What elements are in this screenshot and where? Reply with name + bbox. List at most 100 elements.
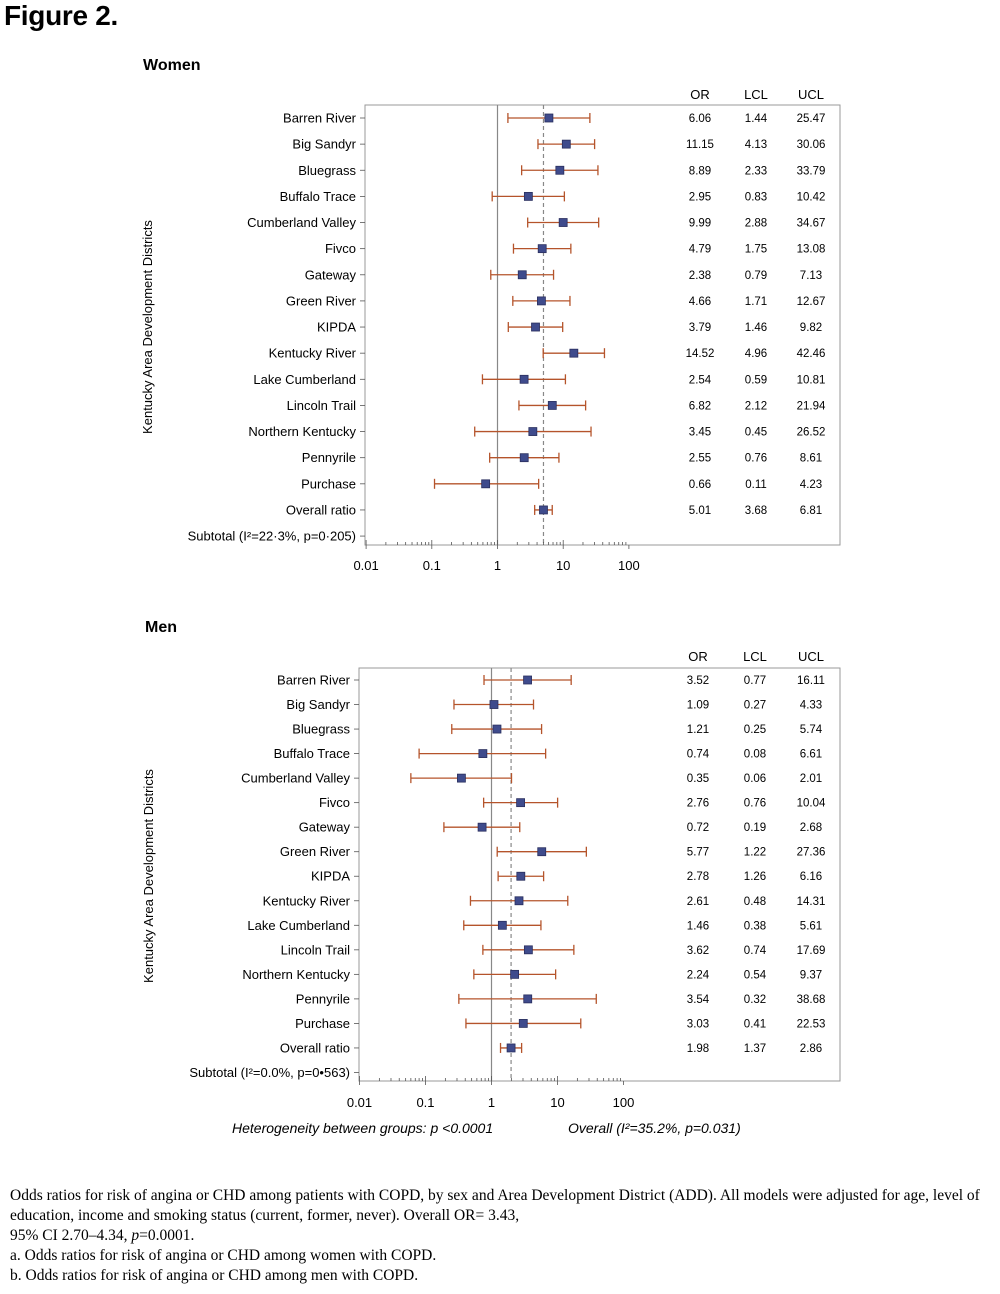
row-label: Green River — [280, 844, 351, 859]
column-header-ucl: UCL — [798, 87, 824, 102]
row-label: Buffalo Trace — [280, 189, 356, 204]
lcl-value: 0.54 — [744, 969, 767, 981]
ucl-value: 5.61 — [800, 920, 822, 932]
or-value: 0.72 — [687, 822, 709, 834]
or-marker — [561, 139, 571, 149]
row-label: Lincoln Trail — [281, 942, 350, 957]
or-value: 3.52 — [687, 675, 709, 687]
plot-frame — [358, 667, 841, 1082]
ucl-value: 10.42 — [797, 191, 826, 203]
or-marker — [537, 847, 547, 857]
row-label: Northern Kentucky — [248, 424, 356, 439]
caption-p-symbol: p — [131, 1227, 140, 1244]
or-value: 2.55 — [689, 453, 711, 465]
lcl-value: 2.88 — [745, 218, 767, 230]
column-header-lcl: LCL — [744, 87, 768, 102]
or-marker — [555, 165, 565, 175]
or-marker — [519, 374, 529, 384]
or-marker — [537, 296, 546, 306]
caption-note-a: a. Odds ratios for risk of angina or CHD… — [10, 1247, 437, 1264]
or-value: 0.74 — [687, 749, 710, 761]
row-label: Cumberland Valley — [247, 215, 356, 230]
lcl-value: 0.48 — [744, 896, 766, 908]
ucl-value: 2.86 — [800, 1043, 822, 1055]
or-value: 6.06 — [689, 113, 711, 125]
or-value: 3.54 — [687, 994, 710, 1006]
caption-line2: 95% CI 2.70–4.34, p=0.0001. — [10, 1226, 985, 1246]
ucl-value: 10.04 — [797, 798, 826, 810]
ucl-value: 6.61 — [800, 749, 822, 761]
or-value: 4.66 — [689, 296, 711, 308]
or-value: 2.38 — [689, 270, 711, 282]
lcl-value: 0.06 — [744, 773, 766, 785]
or-marker — [478, 749, 488, 758]
or-value: 11.15 — [686, 139, 714, 151]
ucl-value: 30.06 — [797, 139, 826, 151]
or-marker — [523, 994, 533, 1004]
row-label: Barren River — [283, 111, 357, 126]
or-value: 1.98 — [687, 1043, 709, 1055]
row-label: Fivco — [319, 795, 350, 810]
row-label: Purchase — [301, 476, 356, 491]
or-marker — [547, 401, 557, 410]
ucl-value: 34.67 — [797, 218, 826, 230]
ucl-value: 22.53 — [797, 1018, 826, 1030]
ucl-value: 10.81 — [797, 374, 826, 386]
row-label: Lake Cumberland — [253, 372, 356, 387]
x-tick-label: 100 — [613, 1095, 635, 1110]
column-header-or: OR — [688, 649, 708, 664]
or-marker — [514, 896, 524, 906]
lcl-value: 0.76 — [745, 453, 767, 465]
caption-note-b: b. Odds ratios for risk of angina or CHD… — [10, 1267, 419, 1284]
x-tick-label: 0.01 — [353, 558, 378, 573]
or-value: 0.66 — [689, 479, 711, 491]
figure-caption: Odds ratios for risk of angina or CHD am… — [10, 1186, 985, 1286]
row-label: Gateway — [305, 267, 357, 282]
row-label: Northern Kentucky — [242, 967, 350, 982]
lcl-value: 0.83 — [745, 191, 767, 203]
ucl-value: 38.68 — [797, 994, 826, 1006]
lcl-value: 4.13 — [745, 139, 767, 151]
ucl-value: 27.36 — [797, 847, 826, 859]
lcl-value: 0.79 — [745, 270, 767, 282]
ucl-value: 33.79 — [797, 165, 826, 177]
lcl-value: 1.75 — [745, 244, 767, 256]
or-marker — [523, 945, 533, 955]
or-marker — [506, 1043, 516, 1053]
caption-ci: 95% CI 2.70–4.34, — [10, 1227, 132, 1244]
x-tick-label: 0.01 — [347, 1095, 372, 1110]
lcl-value: 0.19 — [744, 822, 766, 834]
or-marker — [477, 822, 487, 832]
ucl-value: 6.16 — [800, 871, 822, 883]
or-marker — [528, 427, 538, 436]
ucl-value: 6.81 — [800, 505, 822, 517]
ucl-value: 13.08 — [797, 244, 826, 256]
or-value: 5.01 — [689, 505, 711, 517]
or-value: 2.78 — [687, 871, 709, 883]
or-marker — [457, 773, 466, 783]
lcl-value: 0.76 — [744, 798, 766, 810]
or-value: 3.62 — [687, 945, 709, 957]
or-value: 8.89 — [689, 165, 711, 177]
ucl-value: 16.11 — [797, 675, 825, 687]
ucl-value: 21.94 — [797, 400, 826, 412]
or-marker — [518, 1019, 528, 1028]
or-marker — [537, 244, 547, 254]
row-label: Cumberland Valley — [241, 771, 350, 786]
row-label: Barren River — [277, 673, 351, 688]
heterogeneity-note: Heterogeneity between groups: p <0.0001 — [232, 1120, 494, 1136]
ucl-value: 2.68 — [800, 822, 822, 834]
row-label: Bluegrass — [292, 722, 350, 737]
women-panel-title: Women — [143, 57, 201, 74]
or-value: 2.61 — [687, 896, 709, 908]
men-panel-title: Men — [145, 619, 177, 636]
lcl-value: 0.41 — [744, 1018, 766, 1030]
row-label: KIPDA — [311, 869, 350, 884]
or-marker — [558, 218, 568, 227]
lcl-value: 1.44 — [745, 113, 768, 125]
lcl-value: 1.37 — [744, 1043, 766, 1055]
men-forest-plot: 0.01 0.1 1 10 100 OR LCL UCL Kentucky Area Devel… — [141, 649, 841, 1110]
ucl-value: 42.46 — [797, 348, 826, 360]
